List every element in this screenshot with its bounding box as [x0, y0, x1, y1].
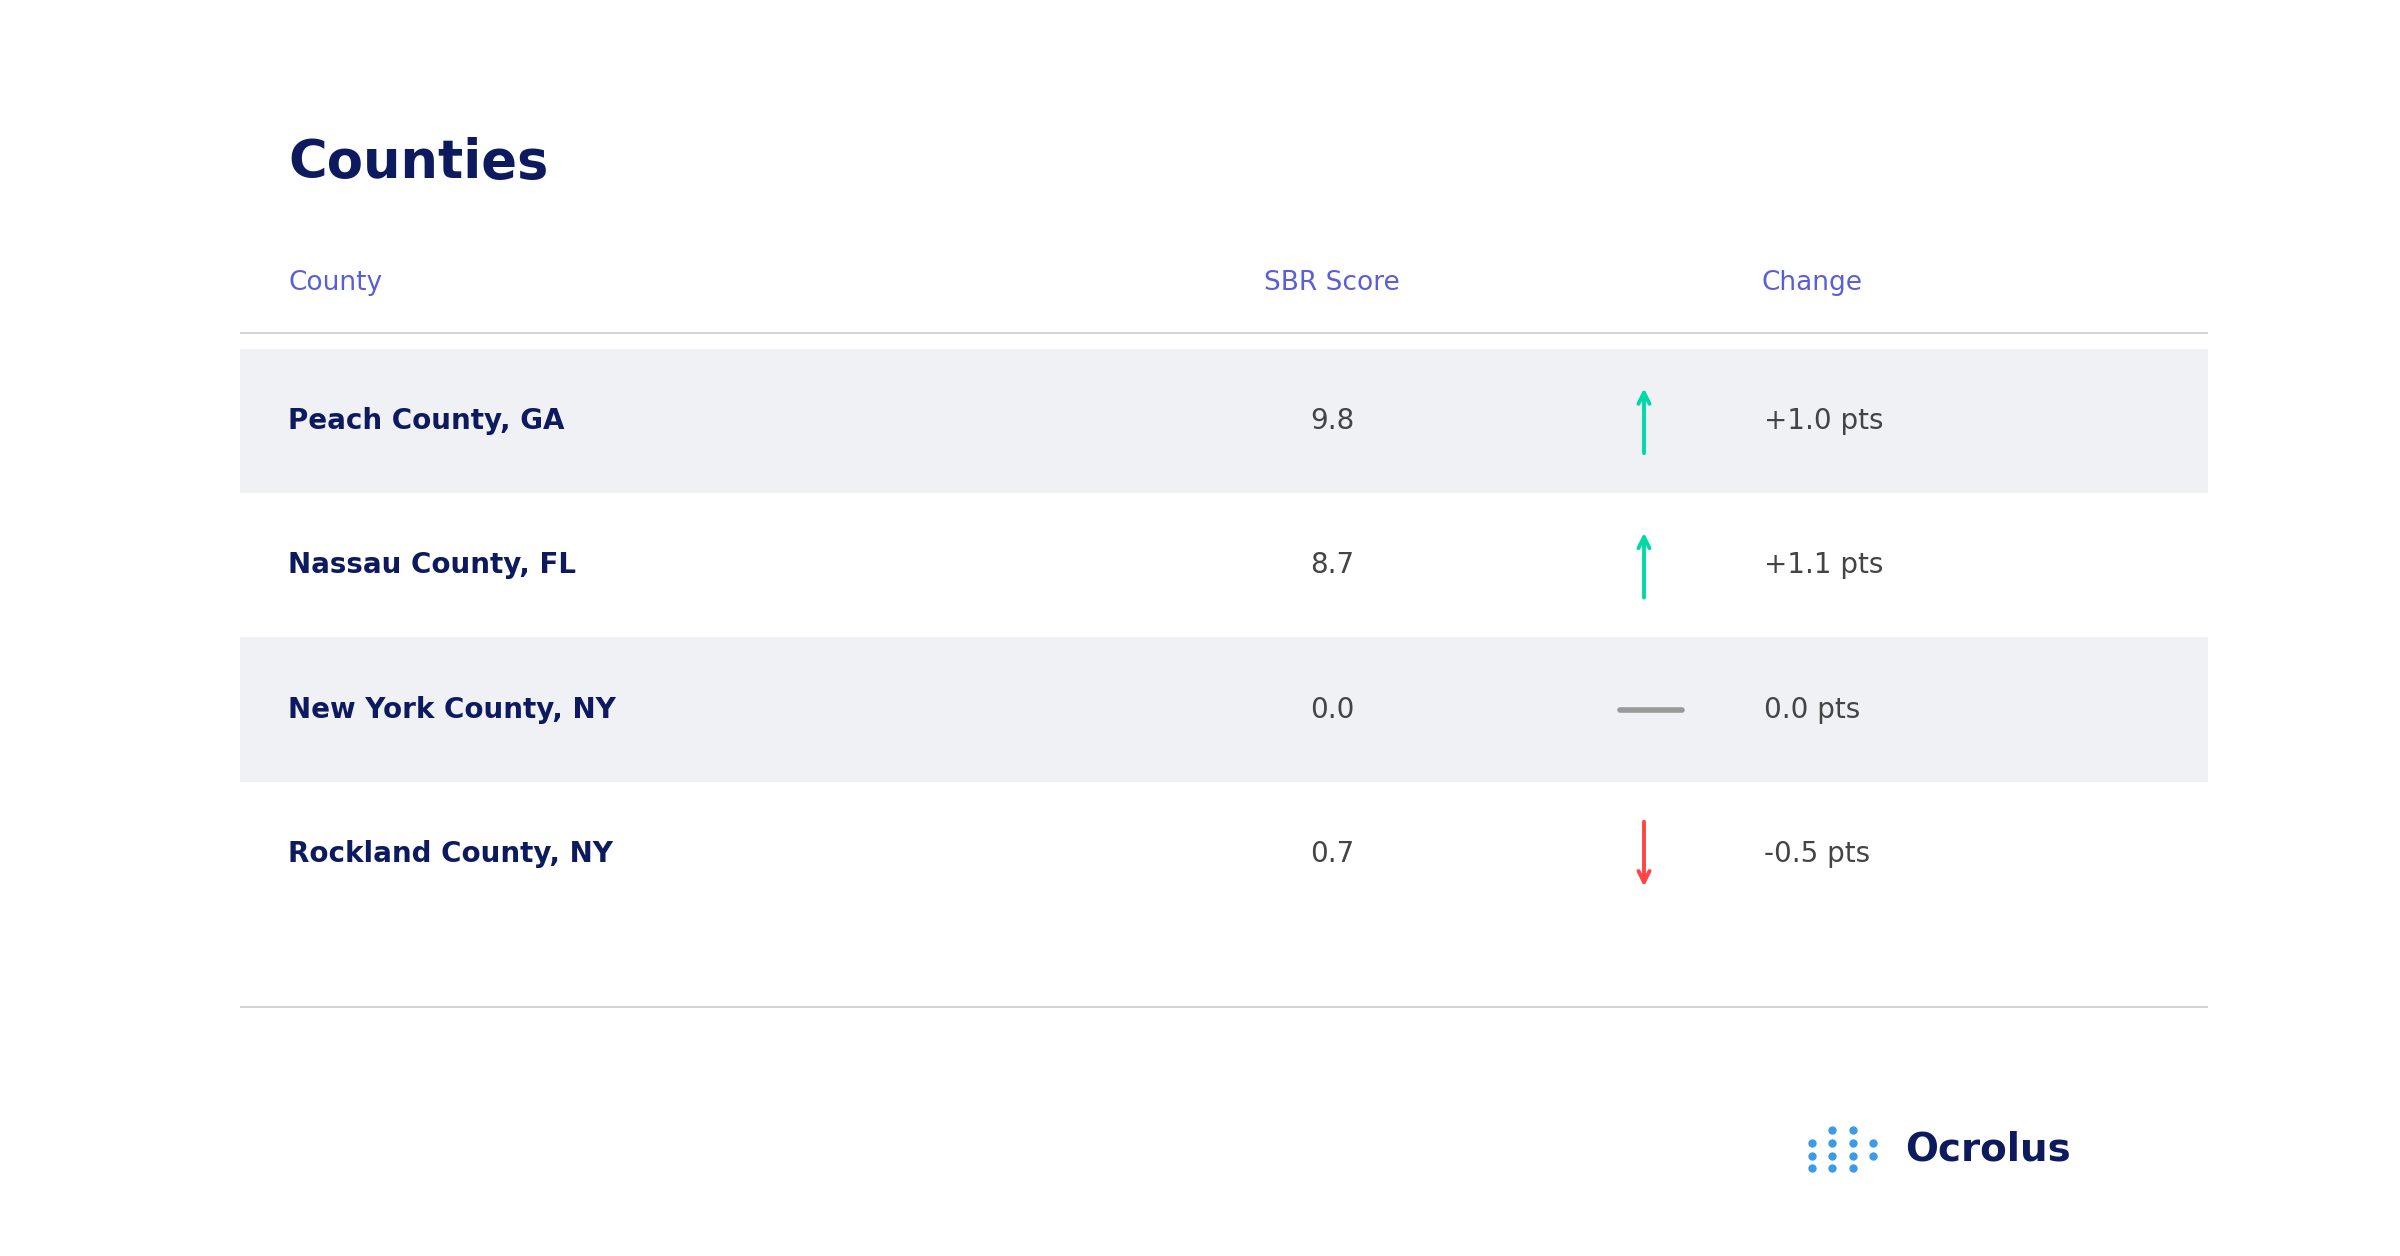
Bar — [240, 348, 2208, 492]
Text: 0.7: 0.7 — [1310, 840, 1354, 868]
Text: Peach County, GA: Peach County, GA — [288, 407, 564, 435]
Text: +1.0 pts: +1.0 pts — [1764, 407, 1884, 435]
Text: 0.0 pts: 0.0 pts — [1764, 696, 1860, 723]
Bar — [240, 492, 2208, 637]
Text: Change: Change — [1762, 270, 1862, 295]
Text: 9.8: 9.8 — [1310, 407, 1354, 435]
Text: -0.5 pts: -0.5 pts — [1764, 840, 1870, 868]
Text: County: County — [288, 270, 382, 295]
Text: Rockland County, NY: Rockland County, NY — [288, 840, 612, 868]
Text: 0.0: 0.0 — [1310, 696, 1354, 723]
Text: 8.7: 8.7 — [1310, 551, 1354, 579]
Text: Counties: Counties — [288, 137, 547, 190]
Text: Nassau County, FL: Nassau County, FL — [288, 551, 576, 579]
Text: SBR Score: SBR Score — [1265, 270, 1399, 295]
Bar — [240, 637, 2208, 781]
Text: New York County, NY: New York County, NY — [288, 696, 617, 723]
Text: +1.1 pts: +1.1 pts — [1764, 551, 1884, 579]
Bar — [240, 781, 2208, 927]
Text: Ocrolus: Ocrolus — [1906, 1130, 2071, 1168]
